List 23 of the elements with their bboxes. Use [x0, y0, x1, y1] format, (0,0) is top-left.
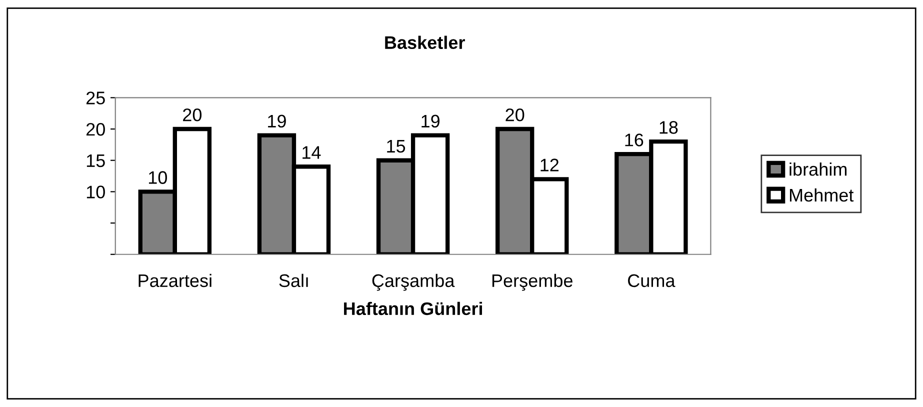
chart-title: Basketler [385, 36, 465, 50]
x-tick-label: Salı [279, 274, 308, 288]
y-tick-label: 25 [86, 92, 105, 104]
data-label: 20 [506, 108, 524, 122]
x-tick-label: Çarşamba [372, 274, 455, 291]
y-tick-label: 10 [86, 186, 105, 198]
data-label: 20 [183, 108, 202, 122]
y-tick-label: 20 [86, 122, 105, 136]
x-tick-label: Perşembe [492, 274, 572, 291]
x-tick-label: Pazartesi [138, 274, 212, 288]
data-label: 10 [148, 171, 167, 184]
legend-label: Mehmet [790, 188, 854, 202]
data-label: 12 [540, 158, 559, 172]
x-tick-label: Cuma [628, 274, 676, 288]
data-label: 19 [268, 114, 286, 128]
y-tick-label: 15 [86, 154, 105, 168]
data-label: 15 [387, 140, 406, 153]
x-axis-title: Haftanın Günleri [344, 302, 482, 316]
legend-label: ibrahim [790, 162, 847, 176]
data-label: 16 [625, 134, 644, 146]
data-label: 14 [302, 146, 321, 159]
data-label: 19 [422, 114, 440, 128]
data-label: 18 [660, 121, 678, 134]
